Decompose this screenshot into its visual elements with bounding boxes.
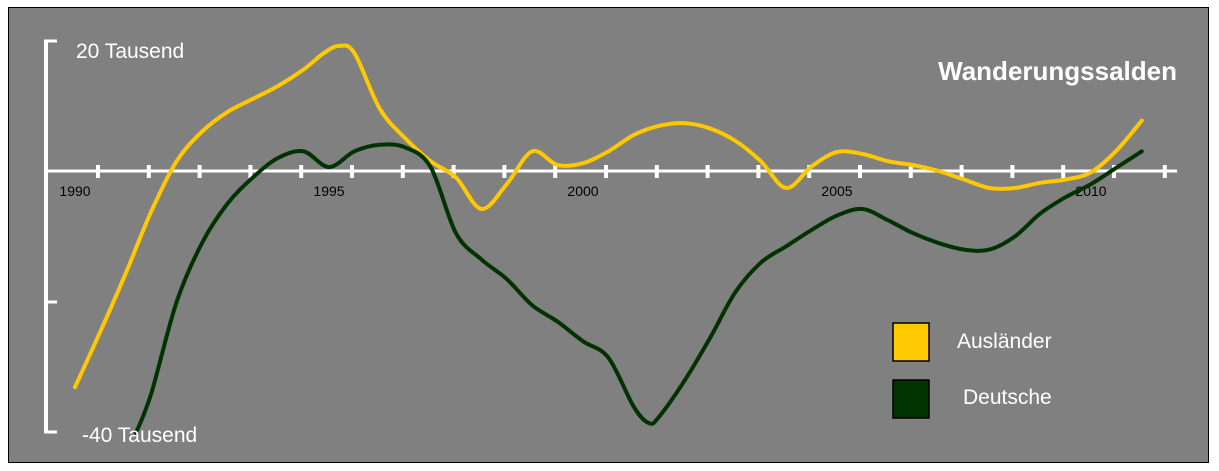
y-tick-label-top: 20 Tausend xyxy=(76,40,184,63)
legend-swatch-deutsche xyxy=(892,379,930,419)
series-line-auslaender xyxy=(73,43,1144,390)
legend-label-auslaender: Ausländer xyxy=(957,330,1052,353)
x-axis-ticks: 1990 1995 2000 2005 2010 xyxy=(59,165,1167,199)
x-tick-label-2000: 2000 xyxy=(567,183,598,199)
legend: Ausländer Deutsche xyxy=(892,322,1052,419)
x-tick-label-1990: 1990 xyxy=(59,183,90,199)
series-line-deutsche xyxy=(133,142,1144,435)
y-tick-label-bottom: -40 Tausend xyxy=(82,424,197,447)
series-lines xyxy=(73,43,1144,435)
x-tick-label-1995: 1995 xyxy=(313,183,344,199)
x-tick-label-2005: 2005 xyxy=(821,183,852,199)
legend-swatch-auslaender xyxy=(892,322,930,362)
legend-label-deutsche: Deutsche xyxy=(963,386,1052,409)
axes xyxy=(44,39,1177,434)
chart-title: Wanderungssalden xyxy=(938,56,1177,86)
